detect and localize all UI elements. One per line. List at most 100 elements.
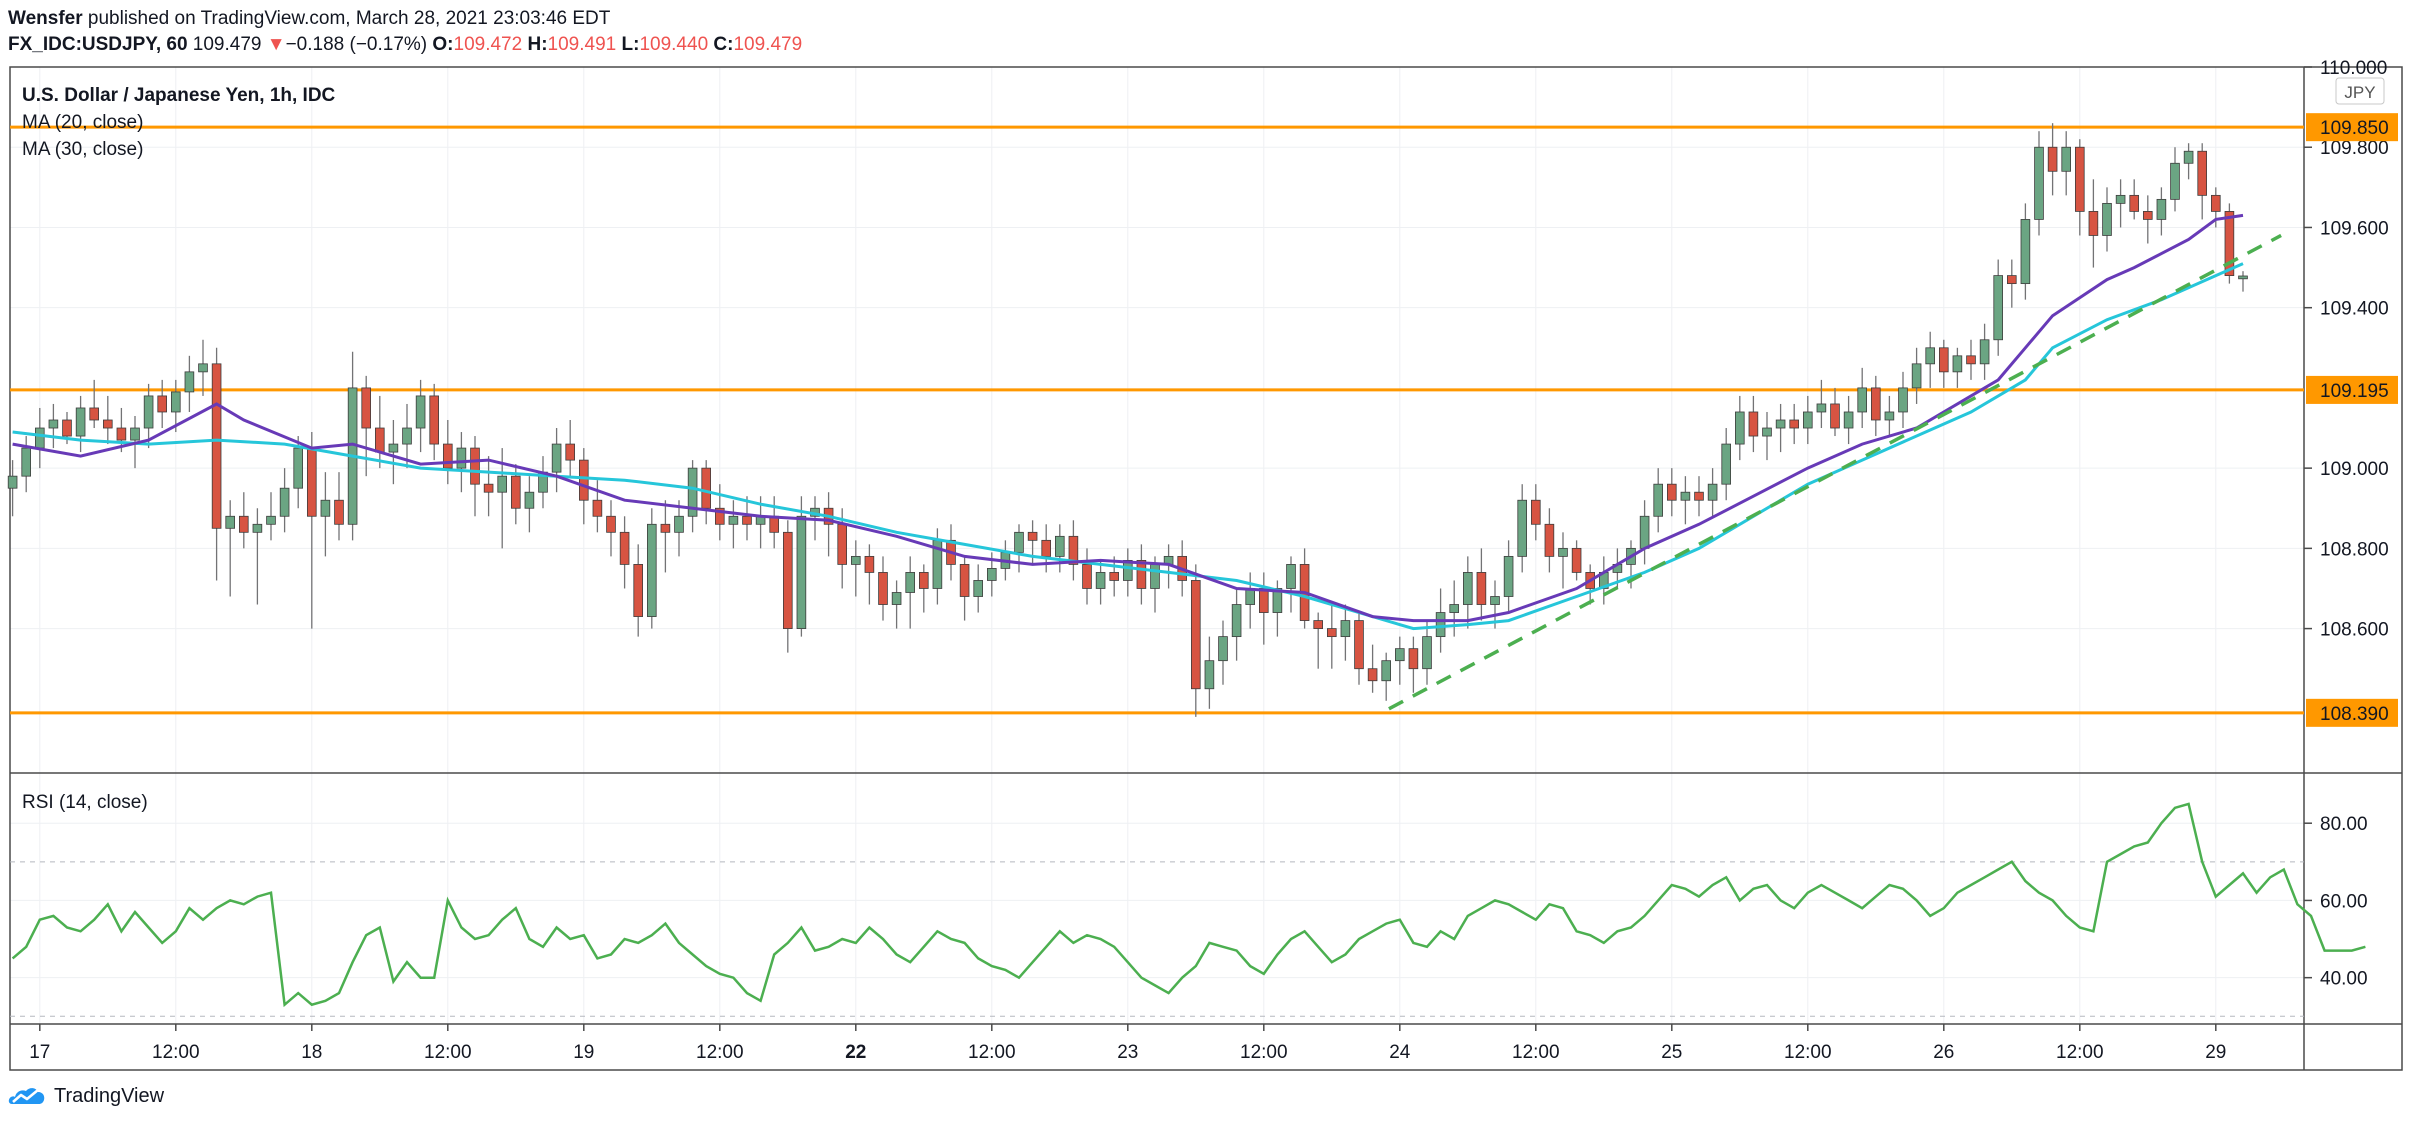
legend-ma20: MA (20, close) (22, 112, 143, 133)
chart-frame (9, 66, 2403, 1071)
candle-body (1327, 628, 1337, 638)
candle-body (1925, 347, 1936, 365)
rsi-tick-label: 40.00 (2320, 969, 2368, 990)
ohlc-line: FX_IDC:USDJPY, 60 109.479 ▼−0.188 (−0.17… (8, 32, 1608, 58)
high-label: H: (527, 34, 548, 55)
trend-line[interactable] (1388, 233, 2282, 711)
time-tick-label: 12:00 (424, 1042, 472, 1063)
candle-body (1667, 483, 1677, 501)
time-tick-label: 18 (301, 1042, 322, 1063)
price-tick-label: 108.600 (2320, 620, 2389, 641)
candle-body (1803, 411, 1813, 429)
candle-body (1041, 539, 1052, 557)
candle-body (1707, 483, 1718, 501)
level-price-label: 109.850 (2320, 118, 2389, 139)
candle-body (1517, 499, 1528, 557)
candle-body (1367, 668, 1378, 682)
tradingview-cloud-icon (8, 1088, 45, 1104)
candle-body (2197, 150, 2208, 196)
change-down-arrow-icon: ▼ (266, 34, 286, 55)
rsi-tick-label: 60.00 (2320, 891, 2368, 912)
rsi-line[interactable] (11, 802, 2366, 1008)
candle-body (1123, 559, 1133, 581)
candle-body (1952, 355, 1963, 373)
publish-header: Wensfer published on TradingView.com, Ma… (8, 6, 1608, 58)
candle-body (1204, 660, 1215, 690)
candle-body (35, 427, 45, 449)
candle-body (565, 443, 575, 461)
candle-body (1680, 491, 1691, 501)
candle-body (1762, 427, 1772, 437)
time-tick-label: 29 (2205, 1042, 2226, 1063)
candle-body (728, 515, 739, 525)
low-value: 109.440 (639, 34, 709, 55)
candle-body (1150, 564, 1160, 589)
candle-body (402, 427, 412, 445)
candle-body (2102, 202, 2112, 236)
open-label: O: (432, 34, 454, 55)
candle-body (2061, 146, 2072, 172)
candle-body (1871, 387, 1881, 421)
candle-body (2115, 194, 2126, 204)
price-tick-label: 109.000 (2320, 459, 2389, 480)
candle-body (306, 447, 317, 517)
candle-body (429, 395, 439, 445)
ma30-line[interactable] (12, 262, 2244, 631)
candle-body (1639, 515, 1650, 549)
time-tick-label: 17 (29, 1042, 50, 1063)
author-name[interactable]: Wensfer (8, 8, 83, 29)
candle-body (796, 515, 807, 629)
candle-body (2238, 275, 2248, 280)
symbol-label[interactable]: FX_IDC:USDJPY, 60 (8, 34, 188, 55)
candle-body (89, 407, 100, 421)
candle-body (1109, 572, 1120, 581)
candle-body (1830, 403, 1840, 429)
ma20-line[interactable] (12, 213, 2244, 623)
candle-body (524, 491, 535, 509)
candle-body (1898, 387, 1908, 413)
candle-body (1449, 604, 1460, 613)
close-value: 109.479 (733, 34, 803, 55)
candle-body (1884, 411, 1895, 421)
candle-body (633, 564, 643, 617)
candle-body (320, 499, 331, 517)
candle-body (715, 507, 725, 525)
candle-body (837, 523, 847, 565)
candle-body (1055, 535, 1065, 557)
high-value: 109.491 (547, 34, 617, 55)
candle-body (1911, 363, 1922, 389)
candle-body (851, 555, 861, 565)
horizontal-levels[interactable] (10, 125, 2304, 715)
candle-body (293, 447, 303, 489)
published-text: published on TradingView.com, March 28, … (87, 8, 611, 29)
time-tick-label: 12:00 (696, 1042, 744, 1063)
currency-label: JPY (2344, 83, 2375, 102)
currency-badge[interactable] (2335, 77, 2385, 105)
candle-body (973, 580, 983, 597)
candle-body (456, 447, 467, 469)
candle-body (1993, 275, 2004, 341)
candle-body (334, 499, 344, 525)
candle-body (198, 363, 208, 373)
candle-body (143, 395, 154, 429)
candle-body (1571, 547, 1582, 573)
candle-body (1231, 604, 1242, 638)
candle-body (1789, 419, 1800, 429)
candle-body (1014, 531, 1024, 553)
tradingview-logo[interactable]: TradingView (8, 1084, 164, 1108)
level-price-badge (2306, 375, 2398, 404)
candle-body (1857, 387, 1868, 413)
candle-body (470, 447, 480, 485)
candle-body (1082, 564, 1092, 589)
time-tick-label: 12:00 (1240, 1042, 1288, 1063)
candle-body (497, 475, 507, 493)
time-tick-label: 22 (845, 1042, 866, 1063)
candle-body (1558, 547, 1568, 557)
candle-body (1966, 355, 1976, 365)
candle-body (1136, 559, 1147, 589)
candle-body (742, 515, 752, 525)
time-axis-ticks: 17 12:00 18 12:00 19 12:00 22 12:00 23 12:00 24 12:… (29, 1024, 2226, 1063)
price-tick-label: 109.400 (2320, 299, 2389, 320)
candle-body (1748, 411, 1759, 437)
